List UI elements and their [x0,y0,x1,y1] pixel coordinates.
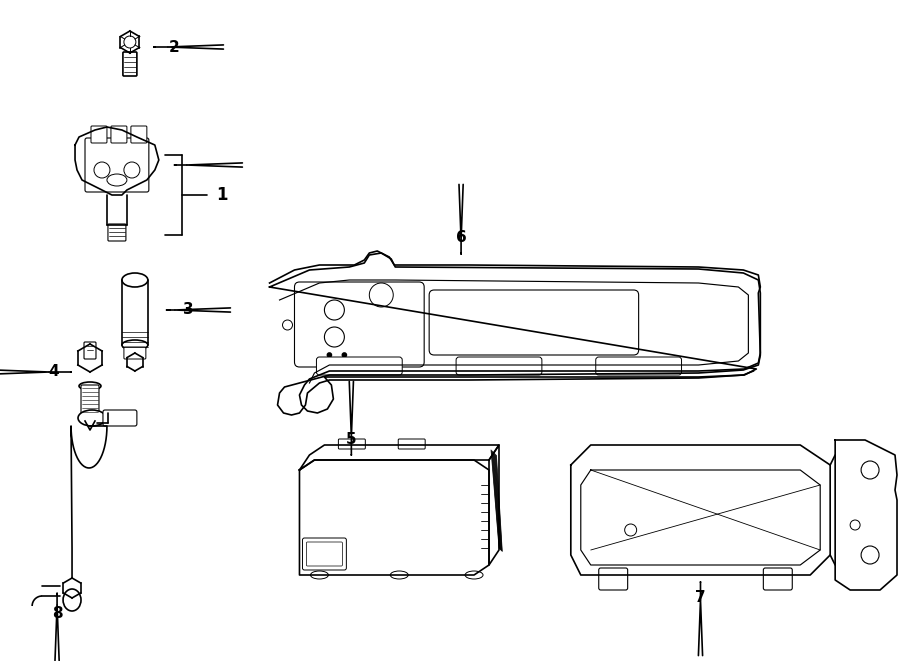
FancyBboxPatch shape [85,138,148,192]
Text: 8: 8 [52,607,62,621]
FancyBboxPatch shape [81,385,99,422]
FancyBboxPatch shape [108,224,126,241]
FancyBboxPatch shape [598,568,627,590]
FancyBboxPatch shape [124,347,146,359]
Ellipse shape [310,571,328,579]
Ellipse shape [465,571,483,579]
FancyBboxPatch shape [103,410,137,426]
FancyBboxPatch shape [763,568,792,590]
FancyBboxPatch shape [338,439,365,449]
Ellipse shape [79,382,101,390]
FancyBboxPatch shape [398,439,425,449]
FancyBboxPatch shape [294,282,424,367]
Ellipse shape [122,340,148,350]
Ellipse shape [122,273,148,287]
Ellipse shape [107,174,127,186]
Ellipse shape [78,410,106,426]
FancyBboxPatch shape [317,357,402,375]
Text: 1: 1 [217,186,229,204]
FancyBboxPatch shape [307,542,342,566]
Text: 3: 3 [184,303,194,317]
FancyBboxPatch shape [84,342,96,359]
Text: 7: 7 [695,590,706,605]
Ellipse shape [63,589,81,611]
FancyBboxPatch shape [429,290,639,355]
FancyBboxPatch shape [91,126,107,143]
Circle shape [328,353,331,357]
FancyBboxPatch shape [456,357,542,375]
Text: 6: 6 [455,231,466,245]
Ellipse shape [391,571,409,579]
FancyBboxPatch shape [123,52,137,76]
Circle shape [342,353,346,357]
FancyBboxPatch shape [302,538,346,570]
FancyBboxPatch shape [130,126,147,143]
FancyBboxPatch shape [596,357,681,375]
Text: 4: 4 [49,364,59,379]
Text: 2: 2 [168,40,179,54]
Text: 5: 5 [346,432,356,447]
FancyBboxPatch shape [111,126,127,143]
